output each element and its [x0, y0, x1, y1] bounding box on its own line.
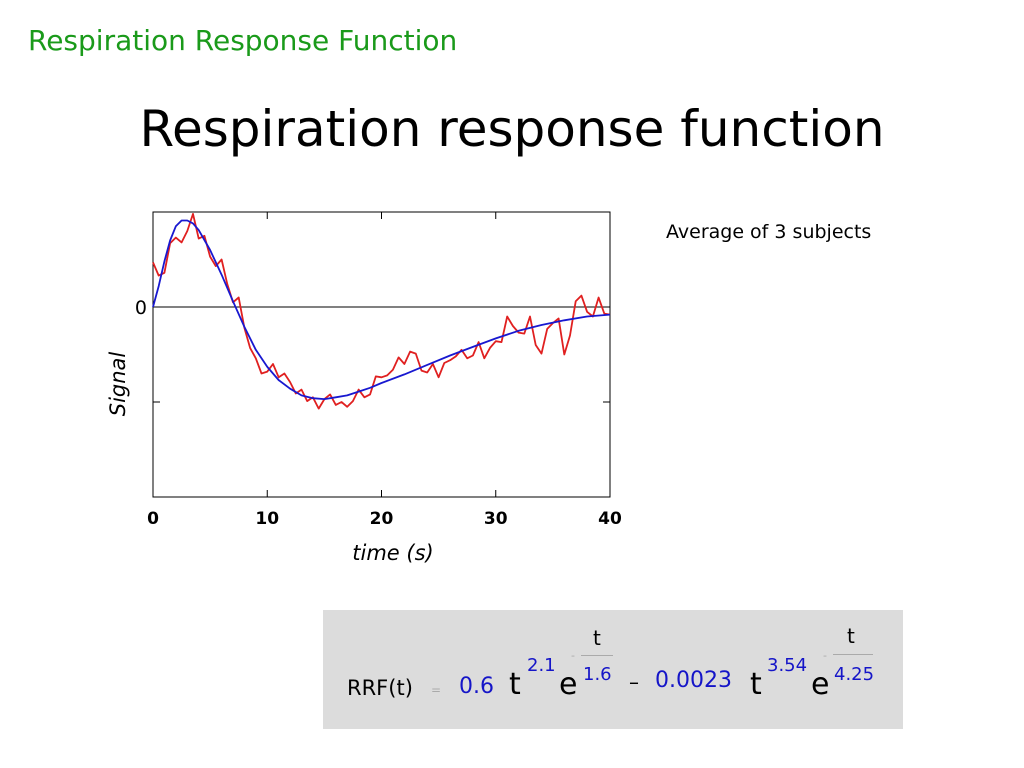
formula-coef2: 0.0023 [655, 668, 732, 693]
formula-exp2: 3.54 [767, 655, 808, 676]
formula-e2: e [811, 667, 830, 702]
y-axis-label: Signal [106, 352, 130, 417]
formula-t1: t [509, 667, 521, 702]
formula-frac1-num: t [593, 626, 601, 650]
annotation-average: Average of 3 subjects [666, 221, 872, 243]
x-tick-label: 10 [255, 509, 279, 529]
x-axis-label: time (s) [352, 541, 433, 565]
x-tick-label: 30 [484, 509, 508, 529]
formula-frac1-line [581, 655, 613, 656]
header-title: Respiration Response Function [28, 24, 458, 57]
x-tick-label: 0 [147, 509, 159, 529]
formula-box: RRF(t) = 0.6 t 2.1 e - t 1.6 – 0.0023 t … [323, 610, 903, 729]
formula-t2: t [750, 667, 762, 702]
series-fit-line [152, 219, 611, 401]
chart: 0 10 20 30 40 0 time (s) Signal [106, 211, 622, 565]
formula-lhs: RRF(t) [347, 676, 413, 700]
formula-minus2: - [823, 649, 827, 662]
x-tick-label: 20 [370, 509, 394, 529]
formula-frac2-den: 4.25 [834, 664, 875, 685]
x-tick-label: 40 [598, 509, 622, 529]
main-title: Respiration response function [139, 100, 885, 158]
formula-coef1: 0.6 [459, 674, 494, 699]
formula-frac2-num: t [847, 624, 855, 648]
formula-frac1-den: 1.6 [583, 664, 612, 685]
formula-exp1: 2.1 [527, 655, 556, 676]
formula-frac2-line [833, 654, 873, 655]
formula-e1: e [559, 667, 578, 702]
formula-minus1: - [571, 649, 575, 662]
y-tick-label: 0 [135, 297, 147, 319]
series-measured-line [152, 212, 611, 410]
formula-equals: = [431, 683, 442, 697]
formula-operator: – [629, 670, 639, 694]
plot-frame [152, 211, 611, 498]
